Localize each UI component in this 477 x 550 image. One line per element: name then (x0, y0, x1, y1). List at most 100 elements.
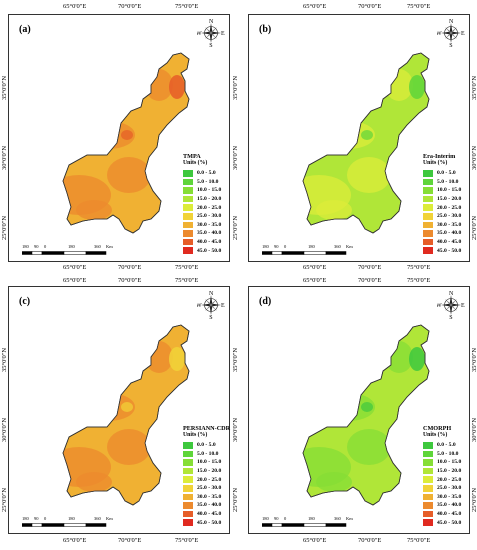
scale-unit: Km (106, 244, 113, 249)
lon-label: 70°0'0"E (358, 3, 382, 10)
legend-item: 0.0 - 5.0 (183, 169, 239, 178)
lon-label: 70°0'0"E (118, 537, 142, 544)
legend-item: 45.0 - 50.0 (183, 246, 239, 255)
legend-label: 10.0 - 15.0 (197, 187, 222, 194)
top-coordinate-row: 65°0'0"E 70°0'0"E 75°0'0"E 65°0'0"E 70°0… (0, 3, 477, 13)
legend-swatch (423, 178, 433, 186)
legend-item: 15.0 - 20.0 (183, 195, 239, 204)
legend-swatch (183, 502, 193, 509)
legend-item: 25.0 - 30.0 (423, 212, 477, 221)
scale-tick-label: 180 (22, 244, 29, 249)
legend-swatch (183, 510, 193, 518)
scale-bar-graphic (22, 251, 107, 255)
scale-tick-label: 180 (308, 516, 315, 521)
legend-swatch (183, 221, 193, 229)
legend-label: 5.0 - 10.0 (437, 178, 459, 185)
legend-item: 40.0 - 45.0 (183, 510, 239, 519)
legend-item: 20.0 - 25.0 (423, 203, 477, 212)
lon-label: 75°0'0"E (407, 3, 431, 10)
legend-title: Era-Interim (423, 153, 456, 160)
scale-tick-label: 0 (44, 516, 47, 521)
scale-tick-label: 90 (274, 516, 279, 521)
compass-north: N (209, 19, 214, 25)
legend-item: 45.0 - 50.0 (423, 246, 477, 255)
lon-label: 70°0'0"E (358, 537, 382, 544)
legend-label: 45.0 - 50.0 (197, 519, 222, 526)
legend-item: 10.0 - 15.0 (183, 186, 239, 195)
scale-bar: 180 90 0 180 360 Km (262, 244, 353, 258)
scale-bar-graphic (262, 523, 347, 527)
scale-bar-graphic (22, 523, 107, 527)
lat-label: 30°0'0"N (232, 145, 239, 170)
scale-tick-label: 180 (262, 244, 269, 249)
legend-swatch (183, 238, 193, 246)
country-map (62, 324, 190, 506)
scale-tick-label: 180 (22, 516, 29, 521)
compass-south: S (449, 43, 452, 47)
scale-bar-graphic (262, 251, 347, 255)
value-zone (76, 200, 112, 220)
value-zone (107, 157, 151, 193)
compass-rose-icon: N S E W (437, 291, 465, 319)
value-zone-hot (121, 402, 133, 412)
legend-label: 5.0 - 10.0 (197, 178, 219, 185)
lat-label: 30°0'0"N (1, 417, 8, 442)
legend-swatch (183, 204, 193, 211)
legend-item: 25.0 - 30.0 (423, 484, 477, 493)
lat-label: 30°0'0"N (1, 145, 8, 170)
lat-label: 30°0'0"N (232, 417, 239, 442)
legend-item: 15.0 - 20.0 (423, 195, 477, 204)
legend-label: 20.0 - 25.0 (197, 204, 222, 211)
compass-rose-icon: N S E W (197, 291, 225, 319)
lat-label: 25°0'0"N (1, 215, 8, 240)
compass-rose-icon: N S E W (437, 19, 465, 47)
legend-label: 15.0 - 20.0 (437, 196, 462, 203)
lat-label: 25°0'0"N (471, 487, 477, 512)
legend-swatch (423, 476, 433, 483)
compass-north: N (449, 291, 454, 297)
scale-tick-label: 0 (44, 244, 47, 249)
legend-swatch (423, 493, 433, 501)
legend-item: 10.0 - 15.0 (423, 458, 477, 467)
value-zone-hot (169, 347, 185, 371)
scale-tick-label: 360 (334, 516, 341, 521)
scale-tick-label: 0 (284, 516, 287, 521)
legend-item: 20.0 - 25.0 (183, 475, 239, 484)
compass-south: S (449, 315, 452, 319)
lat-label: 30°0'0"N (471, 417, 477, 442)
legend-label: 10.0 - 15.0 (437, 187, 462, 194)
lat-label: 35°0'0"N (232, 347, 239, 372)
legend-label: 10.0 - 15.0 (437, 459, 462, 466)
compass-west: W (197, 303, 202, 309)
lon-label: 70°0'0"E (118, 277, 142, 284)
legend: CMORPH Units (%) 0.0 - 5.0 5.0 - 10.0 10.0 -… (423, 425, 477, 527)
legend-swatch (423, 510, 433, 518)
compass-east: E (461, 303, 465, 309)
legend-swatch (183, 230, 193, 237)
panel-label: (d) (259, 296, 272, 307)
scale-tick-label: 180 (262, 516, 269, 521)
scale-tick-label: 90 (34, 516, 39, 521)
legend-item: 30.0 - 35.0 (183, 221, 239, 230)
lon-label: 65°0'0"E (303, 537, 327, 544)
legend-label: 5.0 - 10.0 (437, 450, 459, 457)
map-panel-c: (c) N S E W PERSIANN-CDR Units (%) 0.0 - 5.0 5.0… (8, 286, 230, 534)
legend-label: 35.0 - 40.0 (197, 502, 222, 509)
legend-item: 30.0 - 35.0 (423, 493, 477, 502)
legend-title: TMPA (183, 153, 201, 160)
legend-swatch (423, 519, 433, 526)
legend-item: 5.0 - 10.0 (183, 178, 239, 187)
legend-swatch (423, 442, 433, 449)
legend-label: 15.0 - 20.0 (437, 468, 462, 475)
legend-label: 30.0 - 35.0 (437, 221, 462, 228)
compass-west: W (437, 31, 442, 37)
lon-label: 65°0'0"E (303, 277, 327, 284)
compass-north: N (209, 291, 214, 297)
value-zone-hot (361, 402, 373, 412)
legend-title: PERSIANN-CDR (183, 425, 231, 432)
legend-item: 40.0 - 45.0 (423, 510, 477, 519)
scale-unit: Km (346, 516, 353, 521)
legend-swatch (423, 247, 433, 254)
country-map (302, 324, 430, 506)
legend-item: 15.0 - 20.0 (423, 467, 477, 476)
